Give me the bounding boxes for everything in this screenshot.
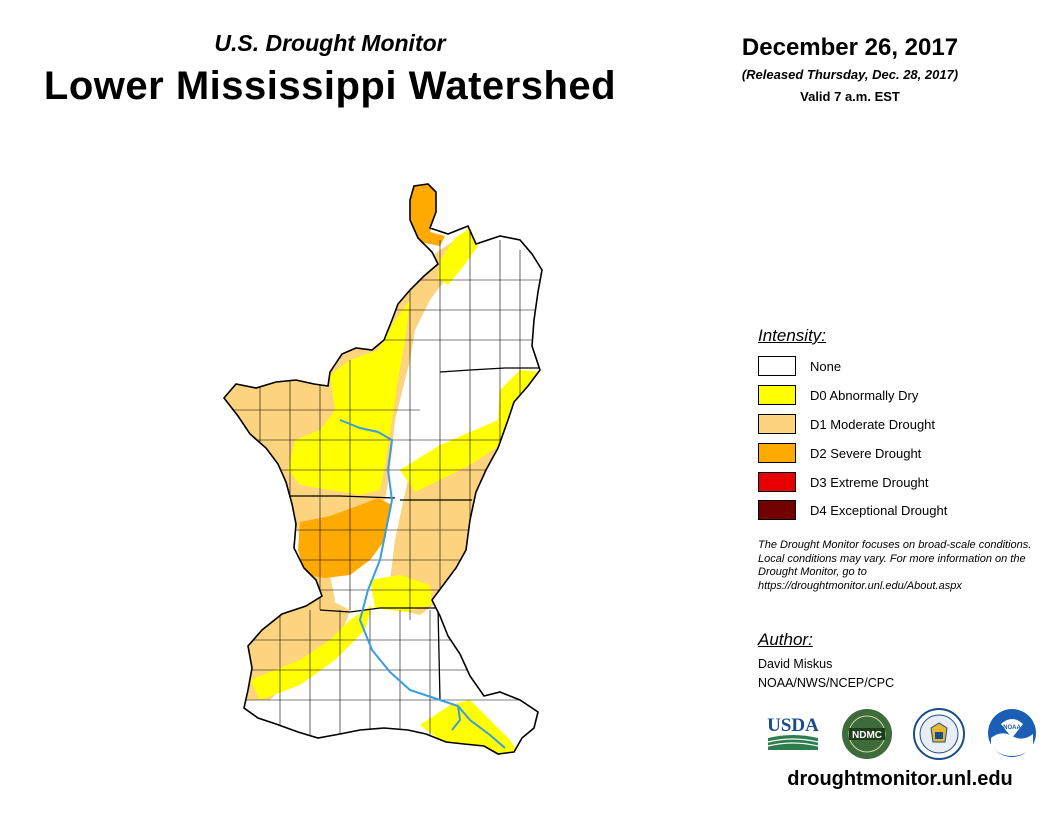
d0-area-delta [420,700,520,754]
legend-swatch [758,385,796,405]
legend-label: D3 Extreme Drought [810,474,929,490]
d2-area-southwest [298,498,392,578]
ndmc-logo: NDMC [842,709,892,759]
noaa-logo: NOAA [988,709,1036,757]
valid-date: December 26, 2017 [741,34,959,61]
legend-heading: Intensity: [758,326,827,345]
legend-item-d4: D4 Exceptional Drought [758,499,947,521]
usda-logo: USDA [767,715,819,750]
legend-label: None [810,358,842,374]
valid-time: Valid 7 a.m. EST [800,89,900,104]
legend-item-d1: D1 Moderate Drought [758,413,935,435]
d1-area-east [390,410,510,615]
legend-label: D1 Moderate Drought [810,416,936,432]
legend-swatch [758,500,796,520]
d0-area-north [438,228,478,285]
drought-map [222,183,543,755]
legend-swatch [758,356,796,376]
map-subtitle: U.S. Drought Monitor [214,30,446,56]
map-title: Lower Mississippi Watershed [43,64,617,108]
usda-logo-text: USDA [767,715,819,736]
legend-item-d3: D3 Extreme Drought [758,471,929,493]
rivers [339,419,506,749]
author-heading: Author: [758,630,813,649]
disclaimer-note: The Drought Monitor focuses on broad-sca… [758,539,1032,592]
legend-item-none: None [758,355,841,377]
legend-label: D0 Abnormally Dry [810,387,919,403]
author-org: NOAA/NWS/NCEP/CPC [758,676,895,690]
release-date: (Released Thursday, Dec. 28, 2017) [741,67,959,82]
legend-swatch [758,414,796,434]
website-url[interactable]: droughtmonitor.unl.edu [787,768,1013,790]
commerce-seal-icon [913,708,965,760]
legend-label: D2 Severe Drought [810,445,922,461]
author-name: David Miskus [758,657,833,671]
noaa-logo-text: NOAA [1003,725,1021,731]
d2-area-north-tip [408,184,445,246]
basin-outline [222,183,543,755]
d1-area-bayou [250,600,350,690]
legend-swatch [758,443,796,463]
legend-item-d0: D0 Abnormally Dry [758,384,918,406]
ndmc-logo-text: NDMC [852,730,882,741]
legend-swatch [758,472,796,492]
legend-label: D4 Exceptional Drought [810,502,948,518]
d0-area-central [288,300,410,495]
legend-item-d2: D2 Severe Drought [758,442,921,464]
d0-area-east-band [400,370,540,492]
d0-area-south-center [370,575,432,612]
d0-area-southwest [250,605,372,700]
